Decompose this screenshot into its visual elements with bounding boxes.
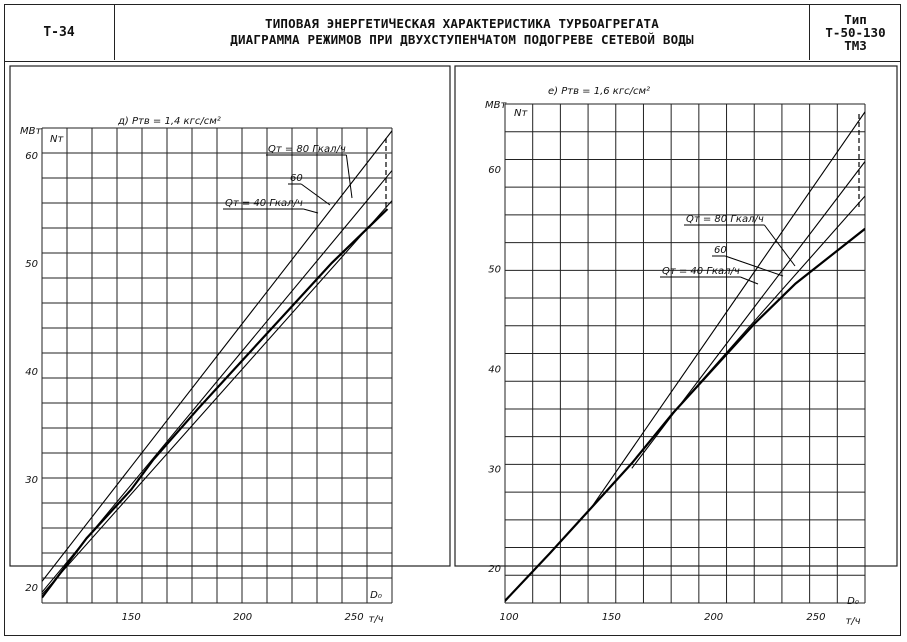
sheet-code: Т-34 (4, 4, 115, 60)
title-block: Т-34 ТИПОВАЯ ЭНЕРГЕТИЧЕСКАЯ ХАРАКТЕРИСТИ… (4, 4, 901, 62)
y-tick-label: 20 (488, 564, 501, 575)
x-tick-label: 150 (602, 612, 621, 623)
x-axis-unit: т/ч (845, 616, 860, 627)
series-line-1 (42, 129, 392, 582)
chart-panel-1: 150 200 250 20 30 40 50 60 д) Pтв = 1,4 кгс/см² М… (9, 65, 451, 625)
series-annotation: Qт = 40 Гкал/ч (662, 266, 740, 277)
y-axis-unit: МВт (20, 126, 42, 137)
chart-title: д) Pтв = 1,4 кгс/см² (117, 116, 221, 127)
y-tick-label: 40 (25, 367, 38, 378)
x-tick-label: 150 (122, 612, 141, 623)
series-annotation: Qт = 80 Гкал/ч (268, 144, 346, 155)
annotation-leader (740, 276, 759, 285)
y-axis-symbol: Nт (50, 134, 64, 145)
y-tick-label: 50 (25, 259, 38, 270)
y-tick-label: 40 (488, 364, 501, 375)
panel-frame (9, 65, 451, 567)
sheet-frame (4, 4, 901, 636)
annotation-leader (763, 224, 796, 267)
series-line-1 (590, 110, 865, 509)
series-annotation: 60 (290, 173, 303, 184)
x-tick-label: 250 (345, 612, 364, 623)
x-tick-label: 250 (806, 612, 825, 623)
series-annotation: Qт = 80 Гкал/ч (686, 214, 764, 225)
series-annotation: Qт = 40 Гкал/ч (225, 198, 303, 209)
y-axis-symbol: Nт (514, 108, 528, 119)
sheet-title: ТИПОВАЯ ЭНЕРГЕТИЧЕСКАЯ ХАРАКТЕРИСТИКА ТУ… (114, 4, 810, 60)
x-tick-label: 100 (500, 612, 519, 623)
y-tick-label: 30 (25, 475, 38, 486)
y-tick-label: 60 (488, 165, 501, 176)
x-tick-label: 200 (704, 612, 723, 623)
annotation-leader (300, 183, 331, 206)
chart-panel-2: 100 150 200 250 20 30 40 50 60 е) Pтв = 1,6 кгс/с… (454, 65, 898, 627)
y-tick-label: 50 (488, 265, 501, 276)
annotation-leader (725, 255, 784, 277)
series-annotation: 60 (714, 245, 727, 256)
type-model: Т-50-130 (825, 24, 886, 40)
type-plant: ТМЗ (844, 37, 867, 53)
x-axis-symbol: D₀ (847, 596, 859, 607)
annotation-leader (345, 154, 353, 199)
x-tick-label: 200 (233, 612, 252, 623)
y-axis-unit: МВт (485, 100, 507, 111)
x-axis-symbol: D₀ (370, 590, 382, 601)
series-line-3 (42, 199, 392, 595)
type-label: Тип (844, 11, 867, 27)
y-tick-label: 20 (25, 583, 38, 594)
y-tick-label: 60 (25, 151, 38, 162)
panel-frame (454, 65, 898, 567)
y-tick-label: 30 (488, 464, 501, 475)
title-line-1: ТИПОВАЯ ЭНЕРГЕТИЧЕСКАЯ ХАРАКТЕРИСТИКА ТУ… (264, 16, 659, 31)
title-line-2: ДИАГРАММА РЕЖИМОВ ПРИ ДВУХСТУПЕНЧАТОМ ПО… (230, 32, 694, 47)
type-block: Тип Т-50-130 ТМЗ (809, 4, 901, 60)
chart-title: е) Pтв = 1,6 кгс/см² (548, 86, 650, 97)
x-axis-unit: т/ч (368, 614, 383, 625)
series-line-base (42, 208, 389, 599)
annotation-leader (303, 208, 319, 214)
series-line-base (505, 227, 865, 603)
